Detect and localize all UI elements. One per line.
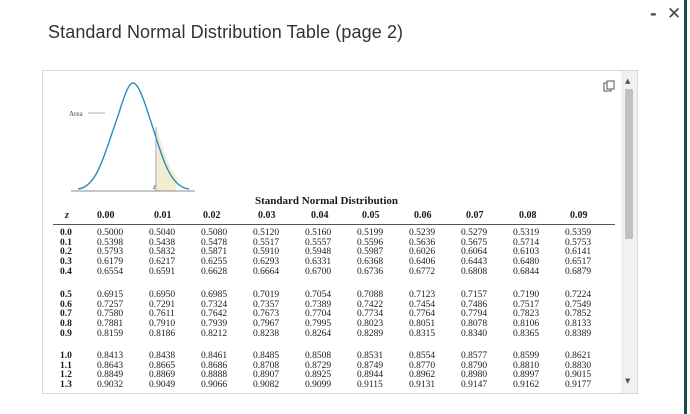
scroll-down-arrow-icon[interactable]: ▼: [625, 377, 631, 385]
values-g2-c8: 0.7190 0.7517 0.7823 0.8106 0.8365: [513, 290, 540, 339]
values-g1-c6: 0.5239 0.5636 0.6026 0.6406 0.6772: [409, 228, 436, 277]
header-col-6: 0.06: [414, 210, 432, 221]
normal-curve-figure: Area z: [69, 82, 195, 192]
header-col-0: 0.00: [97, 210, 115, 221]
values-g2-c0: 0.6915 0.7257 0.7580 0.7881 0.8159: [97, 290, 124, 339]
values-g2-c6: 0.7123 0.7454 0.7764 0.8051 0.8315: [409, 290, 436, 339]
values-g2-c9: 0.7224 0.7549 0.7852 0.8133 0.8389: [565, 290, 592, 339]
values-g3-c6: 0.8554 0.8770 0.8962 0.9131: [409, 351, 436, 391]
scroll-thumb[interactable]: [625, 89, 633, 239]
values-g1-c1: 0.5040 0.5438 0.5832 0.6217 0.6591: [149, 228, 176, 277]
header-col-3: 0.03: [258, 210, 276, 221]
values-g3-c3: 0.8485 0.8708 0.8907 0.9082: [253, 351, 280, 391]
values-g3-c4: 0.8508 0.8729 0.8925 0.9099: [305, 351, 332, 391]
values-g1-c8: 0.5319 0.5714 0.6103 0.6480 0.6844: [513, 228, 540, 277]
table-title: Standard Normal Distribution: [255, 195, 399, 207]
background-window-edge: [684, 0, 687, 414]
values-g1-c3: 0.5120 0.5517 0.5910 0.6293 0.6664: [253, 228, 280, 277]
values-g3-c8: 0.8599 0.8810 0.8997 0.9162: [513, 351, 540, 391]
window-title: Standard Normal Distribution Table (page…: [48, 22, 404, 42]
minimize-button[interactable]: -: [650, 4, 657, 23]
header-col-8: 0.08: [519, 210, 537, 221]
bell-curve: [77, 82, 190, 190]
z-values-group-3: 1.0 1.1 1.2 1.3: [60, 351, 72, 391]
header-col-1: 0.01: [154, 210, 172, 221]
values-g1-c4: 0.5160 0.5557 0.5948 0.6331 0.6700: [305, 228, 332, 277]
values-g1-c5: 0.5199 0.5596 0.5987 0.6368 0.6736: [357, 228, 384, 277]
header-rule: [53, 224, 615, 225]
values-g1-c7: 0.5279 0.5675 0.6064 0.6443 0.6808: [461, 228, 488, 277]
values-g2-c1: 0.6950 0.7291 0.7611 0.7910 0.8186: [149, 290, 176, 339]
values-g3-c7: 0.8577 0.8790 0.8980 0.9147: [461, 351, 488, 391]
table-viewer: Area z Standard Normal Distribution z 0.…: [42, 70, 638, 394]
window-edge: [684, 0, 690, 414]
z-values-group-2: 0.5 0.6 0.7 0.8 0.9: [60, 290, 72, 339]
close-button[interactable]: ✕: [667, 4, 682, 24]
values-g1-c9: 0.5359 0.5753 0.6141 0.6517 0.6879: [565, 228, 592, 277]
header-col-9: 0.09: [570, 210, 588, 221]
values-g3-c5: 0.8531 0.8749 0.8944 0.9115: [357, 351, 384, 391]
vertical-scrollbar[interactable]: ▲ ▼: [621, 71, 637, 393]
values-g3-c1: 0.8438 0.8665 0.8869 0.9049: [149, 351, 176, 391]
z-label: z: [152, 183, 156, 191]
header-col-5: 0.05: [362, 210, 380, 221]
table-image-content: Area z Standard Normal Distribution z 0.…: [43, 71, 621, 393]
header-col-7: 0.07: [466, 210, 484, 221]
values-g1-c2: 0.5080 0.5478 0.5871 0.6255 0.6628: [201, 228, 228, 277]
scroll-up-arrow-icon[interactable]: ▲: [625, 77, 631, 85]
area-label: Area: [69, 110, 83, 118]
values-g3-c0: 0.8413 0.8643 0.8849 0.9032: [97, 351, 124, 391]
values-g1-c0: 0.5000 0.5398 0.5793 0.6179 0.6554: [97, 228, 124, 277]
z-values-group-1: 0.0 0.1 0.2 0.3 0.4: [60, 228, 72, 277]
shaded-area: [157, 129, 178, 191]
header-col-2: 0.02: [203, 210, 221, 221]
copy-icon[interactable]: [603, 80, 615, 92]
header-z: z: [65, 210, 69, 221]
values-g3-c9: 0.8621 0.8830 0.9015 0.9177: [565, 351, 592, 391]
values-g2-c3: 0.7019 0.7357 0.7673 0.7967 0.8238: [253, 290, 280, 339]
values-g2-c2: 0.6985 0.7324 0.7642 0.7939 0.8212: [201, 290, 228, 339]
header-col-4: 0.04: [311, 210, 329, 221]
values-g2-c4: 0.7054 0.7389 0.7704 0.7995 0.8264: [305, 290, 332, 339]
values-g2-c5: 0.7088 0.7422 0.7734 0.8023 0.8289: [357, 290, 384, 339]
values-g2-c7: 0.7157 0.7486 0.7794 0.8078 0.8340: [461, 290, 488, 339]
values-g3-c2: 0.8461 0.8686 0.8888 0.9066: [201, 351, 228, 391]
